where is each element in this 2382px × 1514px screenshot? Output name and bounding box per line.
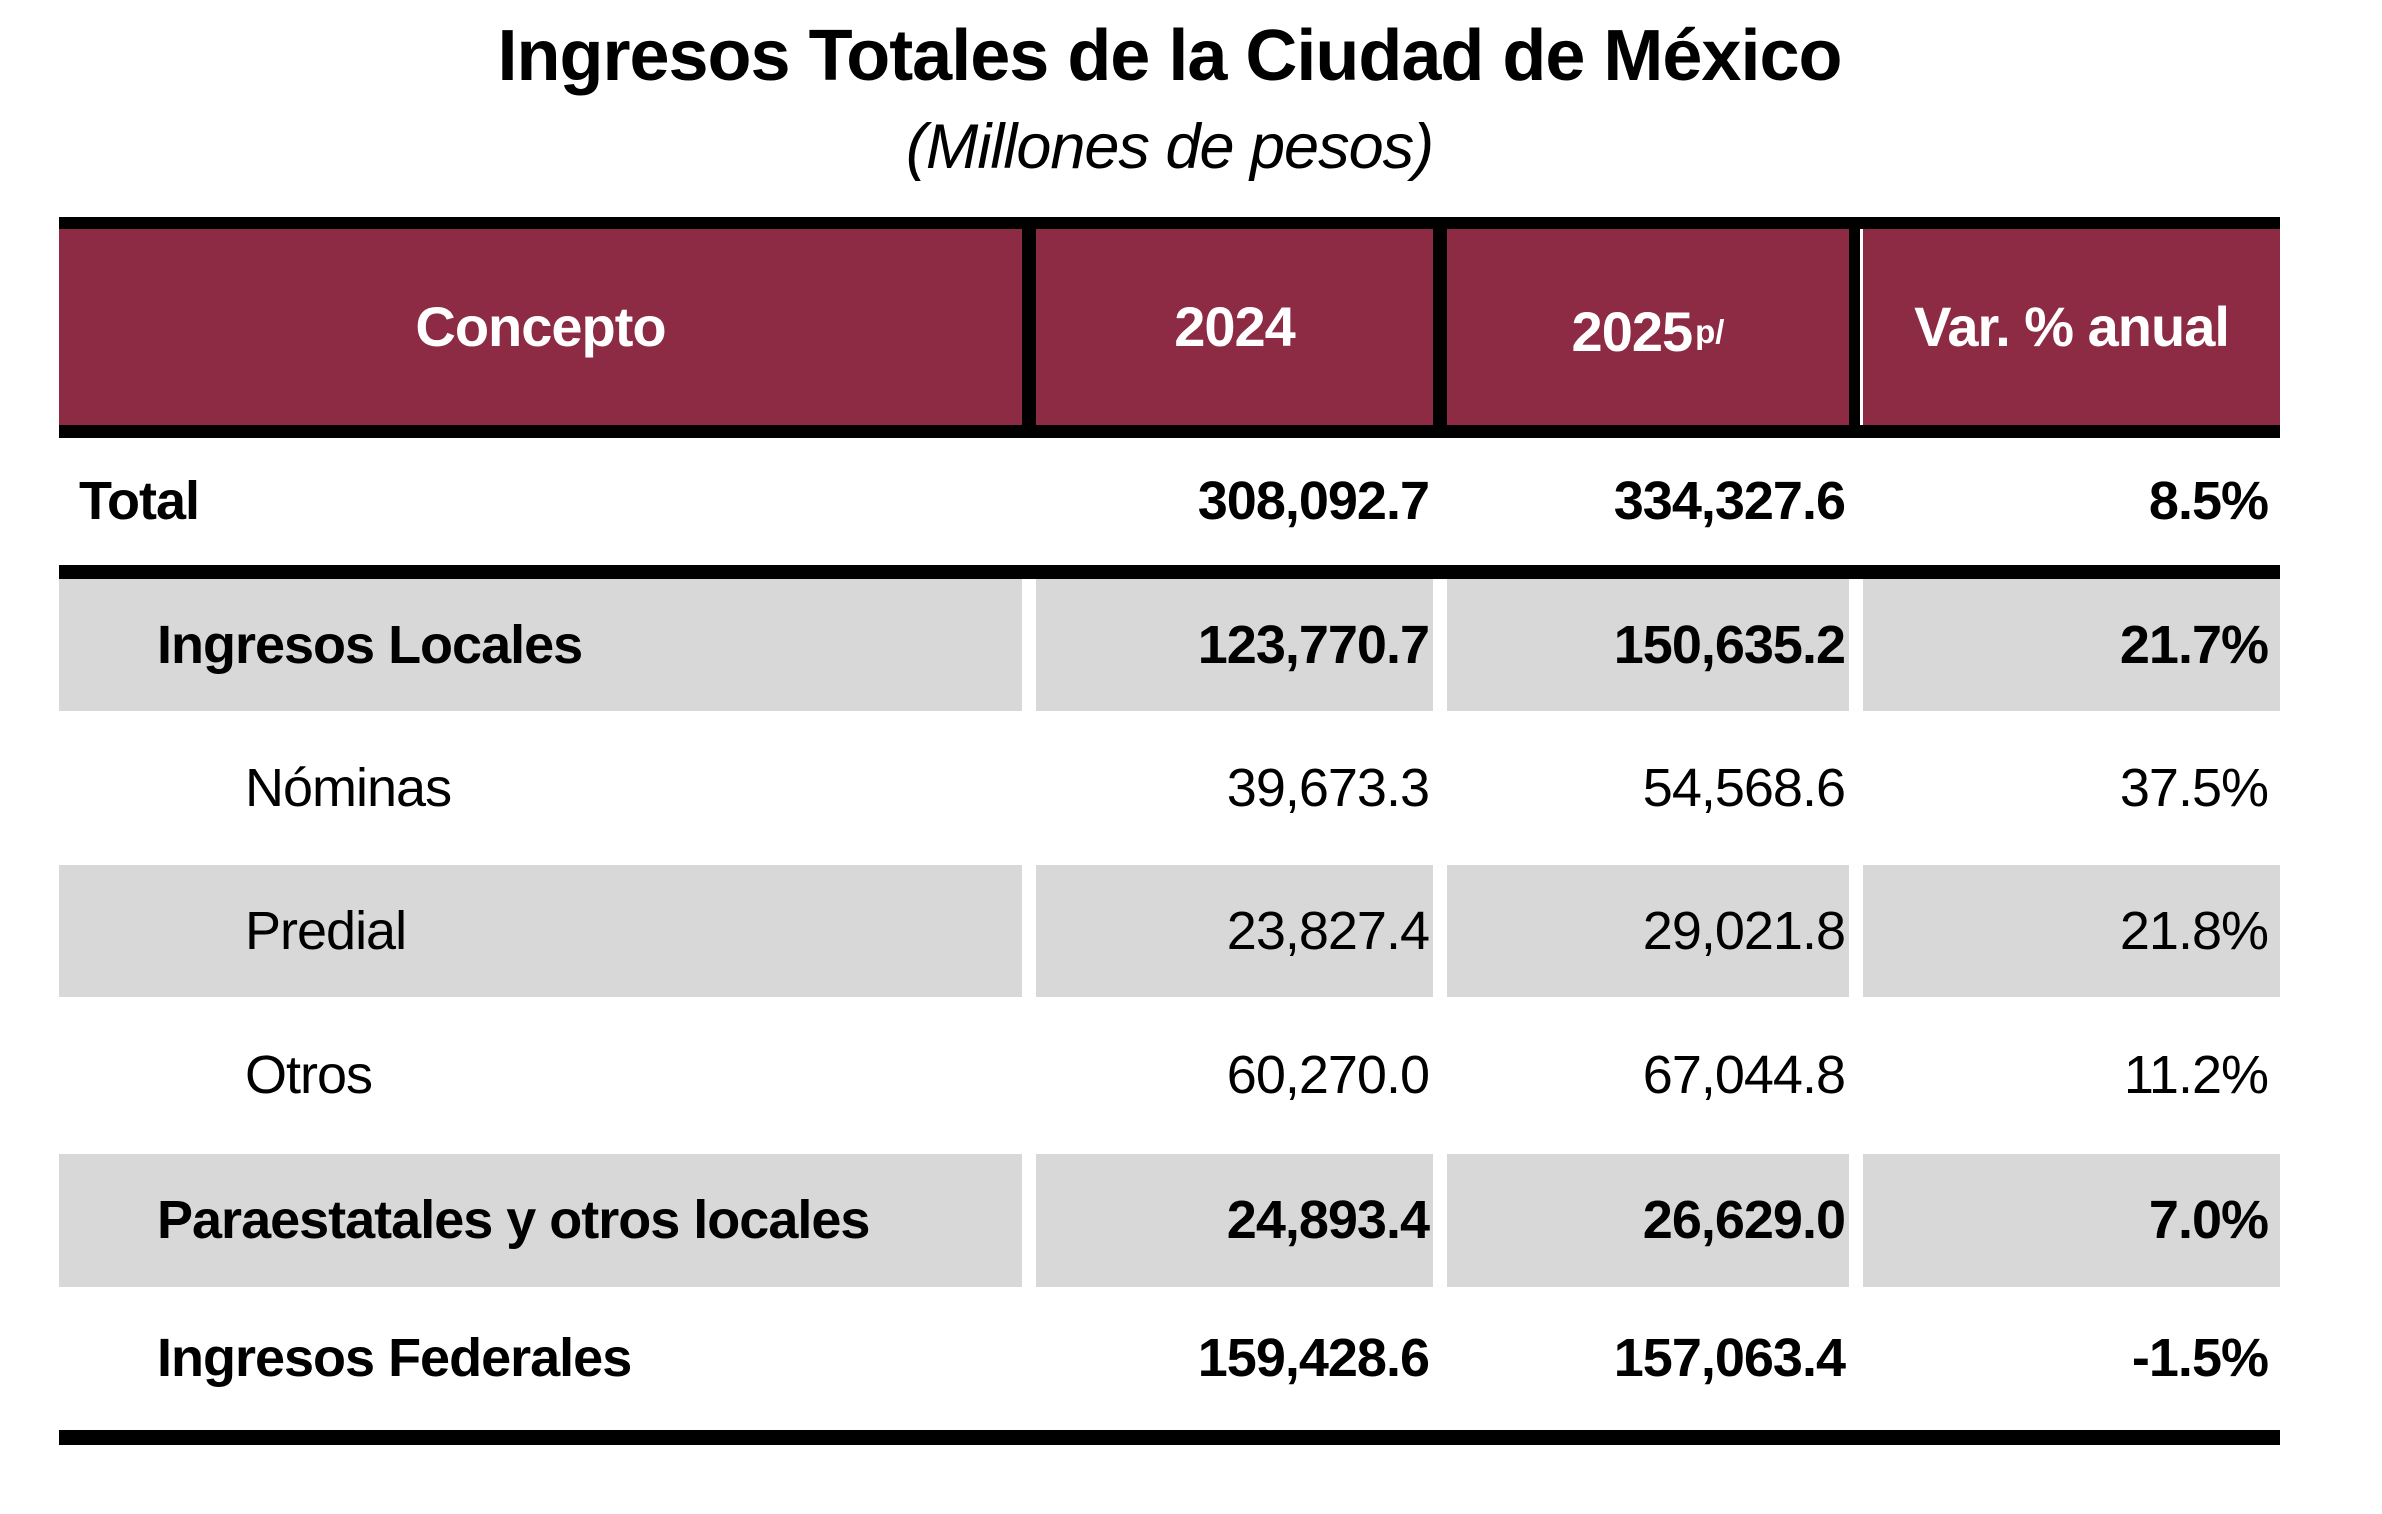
column-gap	[1022, 711, 1036, 865]
column-divider	[1849, 228, 1863, 425]
table-row: Total 308,092.7 334,327.6 8.5%	[59, 438, 2280, 565]
value-var-anual: 21.8%	[1863, 864, 2280, 997]
column-gap	[1849, 997, 1863, 1154]
header-cell-concepto: Concepto	[415, 295, 666, 359]
row-label: Paraestatales y otros locales	[59, 1153, 1022, 1287]
table-header-row: Concepto 2024 2025 p/ Var. % anual	[59, 228, 2280, 425]
column-gap	[1849, 865, 1863, 997]
page-subtitle: (Millones de pesos)	[905, 111, 1434, 182]
title-block: Ingresos Totales de la Ciudad de México …	[59, 16, 2280, 189]
row-label: Total	[79, 471, 200, 532]
value-2024: 39,673.3	[1226, 757, 1430, 818]
value-var-anual: -1.5%	[2131, 1328, 2269, 1389]
column-gap	[1849, 1287, 1863, 1430]
column-gap	[1849, 711, 1863, 865]
header-cell-var-anual: Var. % anual	[1914, 295, 2230, 359]
data-table: Concepto 2024 2025 p/ Var. % anual Total …	[59, 216, 2280, 1445]
value-2024: 308,092.7	[1197, 471, 1430, 532]
row-label: Ingresos Locales	[59, 578, 1022, 711]
value-var-anual: 37.5%	[2119, 757, 2269, 818]
column-gap	[1022, 997, 1036, 1154]
table-row: Ingresos Federales 159,428.6 157,063.4 -…	[59, 1287, 2280, 1430]
value-var-anual: 21.7%	[1863, 578, 2280, 711]
value-2024: 60,270.0	[1226, 1045, 1430, 1106]
total-separator-rule	[59, 564, 2280, 579]
value-2025: 54,568.6	[1642, 757, 1846, 818]
column-divider	[1022, 228, 1036, 425]
header-bottom-rule	[59, 424, 2280, 438]
column-gap	[1022, 1287, 1036, 1430]
column-gap	[1433, 997, 1447, 1154]
column-gap	[1022, 579, 1036, 711]
column-gap	[1433, 438, 1447, 565]
value-2025: 29,021.8	[1447, 864, 1849, 997]
value-2025: 334,327.6	[1613, 471, 1846, 532]
value-2025: 157,063.4	[1613, 1328, 1846, 1389]
table-bottom-rule	[59, 1429, 2280, 1445]
value-var-anual: 7.0%	[1863, 1153, 2280, 1287]
header-2025-superscript: p/	[1695, 312, 1725, 350]
column-gap	[1849, 579, 1863, 711]
table-row: Predial 23,827.4 29,021.8 21.8%	[59, 864, 2280, 997]
table-row: Otros 60,270.0 67,044.8 11.2%	[59, 997, 2280, 1154]
value-2025: 26,629.0	[1447, 1153, 1849, 1287]
value-var-anual: 11.2%	[2123, 1045, 2269, 1106]
value-2024: 123,770.7	[1036, 578, 1433, 711]
value-2025: 150,635.2	[1447, 578, 1849, 711]
page-title: Ingresos Totales de la Ciudad de México	[497, 16, 1842, 96]
column-gap	[1849, 438, 1863, 565]
column-gap	[1433, 579, 1447, 711]
row-label: Otros	[245, 1045, 373, 1106]
value-2024: 24,893.4	[1036, 1153, 1433, 1287]
column-gap	[1022, 438, 1036, 565]
column-gap	[1022, 865, 1036, 997]
table-top-rule	[59, 216, 2280, 229]
header-cell-2025: 2025 p/	[1447, 229, 1849, 425]
header-cell-2024: 2024	[1174, 295, 1296, 359]
row-label: Nóminas	[245, 757, 452, 818]
row-label: Predial	[59, 864, 1022, 997]
table-row: Ingresos Locales 123,770.7 150,635.2 21.…	[59, 578, 2280, 711]
column-gap	[1022, 1154, 1036, 1287]
header-2025-label: 2025	[1571, 300, 1694, 364]
column-gap	[1433, 1154, 1447, 1287]
column-gap	[1433, 711, 1447, 865]
column-gap	[1433, 1287, 1447, 1430]
table-body: Ingresos Locales 123,770.7 150,635.2 21.…	[59, 578, 2280, 1430]
table-row: Nóminas 39,673.3 54,568.6 37.5%	[59, 711, 2280, 865]
column-gap	[1433, 865, 1447, 997]
table-row: Paraestatales y otros locales 24,893.4 2…	[59, 1153, 2280, 1287]
column-divider	[1433, 228, 1447, 425]
table-body-total: Total 308,092.7 334,327.6 8.5%	[59, 438, 2280, 565]
value-2025: 67,044.8	[1642, 1045, 1846, 1106]
row-label: Ingresos Federales	[157, 1328, 632, 1389]
value-2024: 159,428.6	[1197, 1328, 1430, 1389]
column-gap	[1849, 1154, 1863, 1287]
value-var-anual: 8.5%	[2148, 471, 2269, 532]
value-2024: 23,827.4	[1036, 864, 1433, 997]
